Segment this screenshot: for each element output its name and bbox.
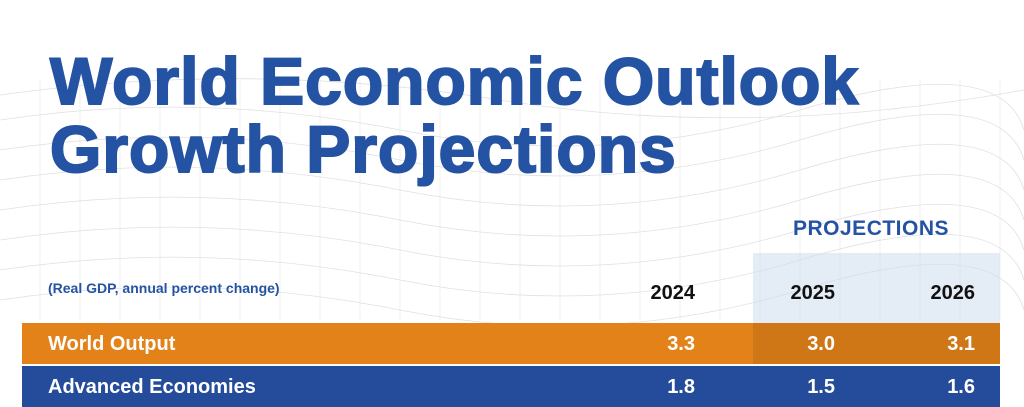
- value-2024: 1.8: [667, 376, 695, 398]
- title-line-2: Growth Projections: [49, 112, 677, 186]
- table-row-world-output: World Output 3.3 3.0 3.1: [22, 323, 1000, 364]
- value-2025: 3.0: [807, 333, 835, 355]
- year-header-2024: 2024: [650, 282, 696, 304]
- projection-shade: [753, 323, 1000, 364]
- value-2025: 1.5: [807, 376, 835, 398]
- projections-label: PROJECTIONS: [793, 217, 950, 240]
- row-label: Advanced Economies: [48, 376, 256, 398]
- title-line-1: World Economic Outlook: [49, 44, 860, 118]
- table-subtitle: (Real GDP, annual percent change): [48, 280, 280, 296]
- year-header-2025: 2025: [790, 282, 836, 304]
- year-header-2026: 2026: [930, 282, 976, 304]
- value-2026: 3.1: [947, 333, 975, 355]
- table-row-advanced-economies: Advanced Economies 1.8 1.5 1.6: [22, 366, 1000, 407]
- value-2024: 3.3: [667, 333, 695, 355]
- row-label: World Output: [48, 333, 176, 355]
- projections-column-shade: [753, 253, 1000, 323]
- value-2026: 1.6: [947, 376, 975, 398]
